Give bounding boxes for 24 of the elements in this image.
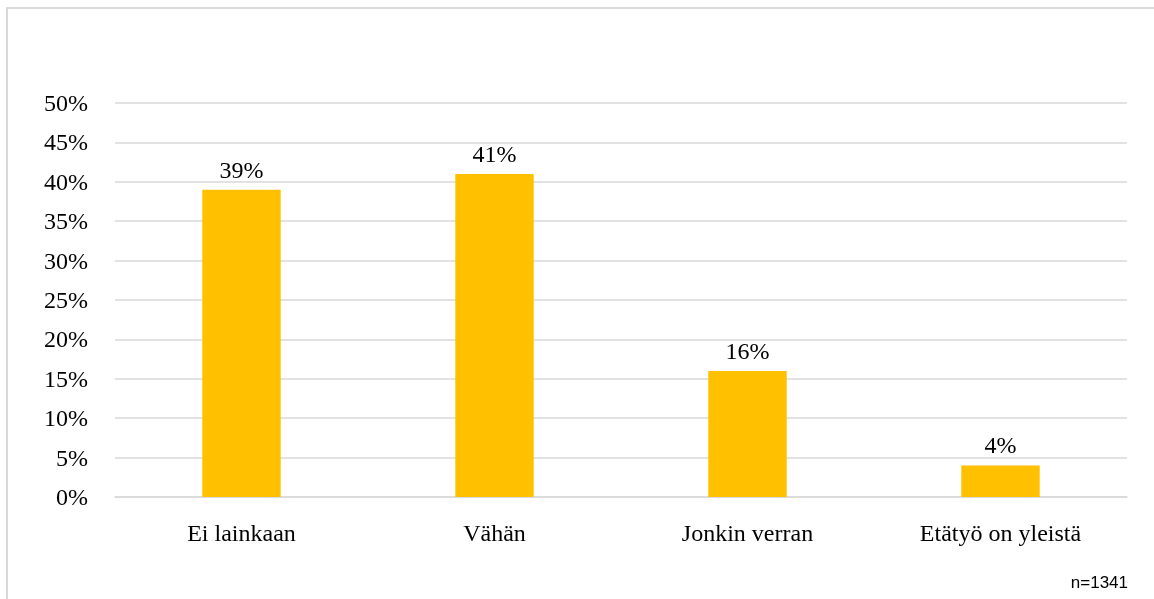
x-tick-label: Etätyö on yleistä: [919, 520, 1082, 546]
bar: [961, 465, 1040, 497]
y-tick-label: 10%: [44, 405, 88, 432]
y-tick-label: 45%: [44, 129, 88, 156]
y-tick-label: 15%: [44, 365, 88, 392]
y-tick-label: 25%: [44, 287, 88, 313]
data-label: 16%: [725, 337, 770, 364]
data-label: 4%: [984, 432, 1017, 459]
x-tick-label: Ei lainkaan: [187, 520, 296, 546]
x-tick-label: Jonkin verran: [681, 520, 814, 546]
bar: [202, 189, 281, 497]
x-tick-label: Vähän: [463, 520, 526, 546]
y-tick-label: 30%: [44, 247, 88, 274]
y-tick-label: 20%: [44, 326, 88, 353]
bar: [455, 173, 534, 497]
y-tick-label: 50%: [44, 90, 88, 116]
y-tick-label: 5%: [56, 444, 88, 471]
bar: [708, 370, 787, 497]
y-tick-label: 0%: [56, 484, 88, 510]
data-label: 41%: [472, 140, 517, 167]
y-tick-label: 35%: [44, 208, 88, 235]
text: n=1341: [1070, 573, 1128, 592]
y-tick-label: 40%: [44, 168, 88, 195]
data-label: 39%: [219, 156, 264, 183]
